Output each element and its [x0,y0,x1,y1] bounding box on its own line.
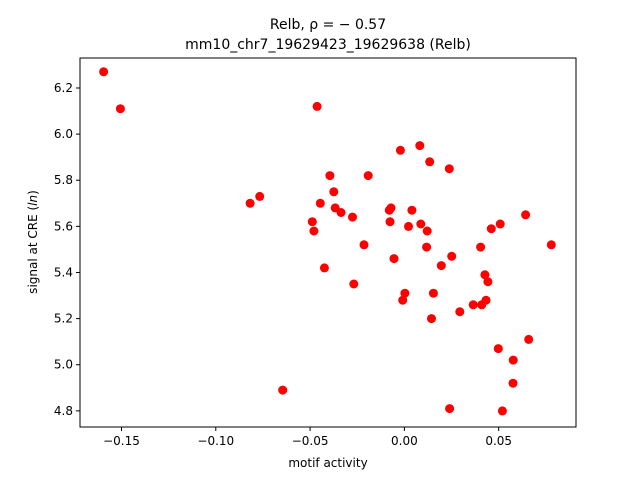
data-point-27 [309,226,319,236]
data-point-17 [336,208,346,217]
data-point-19 [348,212,357,222]
y-tick-label-3: 5.4 [54,265,73,279]
y-tick-label-2: 5.2 [54,312,73,326]
data-point-43 [468,300,478,310]
data-point-52 [445,404,455,414]
y-tick-label-7: 6.2 [54,81,73,95]
chart-title-line2: mm10_chr7_19629423_19629638 (Relb) [185,37,471,53]
data-point-41 [398,295,408,305]
data-point-3 [415,141,425,151]
data-point-32 [447,251,457,261]
data-point-48 [493,344,503,354]
data-point-39 [400,288,410,298]
data-point-20 [307,217,317,227]
data-point-28 [359,240,369,250]
data-point-9 [329,187,339,197]
data-points [99,67,556,416]
y-axis-label-end: ) [26,190,40,195]
data-point-49 [508,355,518,365]
data-point-1 [115,104,125,114]
x-tick-label-4: 0.05 [485,434,512,448]
data-point-10 [255,191,265,201]
y-tick-label-4: 5.6 [54,219,73,233]
x-tick-label-3: 0.00 [391,434,418,448]
data-point-30 [476,242,486,252]
y-tick-label-5: 5.8 [54,173,73,187]
y-axis-label: signal at CRE (ln) [26,190,40,294]
y-axis-label-italic: ln [26,195,40,206]
y-tick-label-0: 4.8 [54,404,73,418]
data-point-37 [483,277,493,287]
y-tick-label-6: 6.0 [54,127,73,141]
data-point-6 [444,164,454,174]
data-point-7 [363,171,373,181]
y-tick-label-1: 5.0 [54,358,73,372]
data-point-26 [422,226,432,236]
data-point-8 [325,171,335,181]
data-point-33 [389,254,399,264]
data-point-29 [422,242,432,252]
x-tick-label-1: −0.10 [197,434,234,448]
data-point-16 [407,205,417,215]
y-axis-label-main: signal at CRE ( [26,206,40,294]
data-point-38 [349,279,359,289]
data-point-31 [546,240,556,250]
data-point-5 [425,157,435,167]
data-point-46 [427,314,436,324]
x-tick-label-0: −0.15 [103,434,140,448]
data-point-40 [428,288,438,298]
data-point-36 [480,270,490,280]
data-point-15 [386,203,396,213]
data-point-0 [99,67,109,77]
data-point-51 [278,385,288,395]
data-point-44 [477,300,487,310]
x-axis-label: motif activity [288,456,367,470]
data-point-47 [524,334,534,344]
data-point-2 [312,101,322,111]
x-tick-label-2: −0.05 [292,434,329,448]
data-point-34 [436,261,446,271]
data-point-45 [455,307,465,317]
chart-title-line1: Relb, ρ = − 0.57 [270,17,386,33]
plot-area [80,58,576,427]
data-point-22 [416,219,426,229]
data-point-18 [521,210,531,220]
data-point-11 [315,198,325,208]
data-point-24 [404,221,413,231]
y-axis-ticks: 4.8 5.0 5.2 5.4 5.6 5.8 6.0 6.2 [54,81,80,418]
data-point-25 [486,224,496,234]
data-point-12 [245,198,255,208]
data-point-35 [319,263,329,273]
data-point-53 [497,406,507,416]
data-point-50 [508,378,518,388]
data-point-23 [495,219,505,229]
data-point-21 [385,217,395,227]
plot-frame [79,57,577,428]
data-point-4 [395,145,405,155]
x-axis-ticks: −0.15 −0.10 −0.05 0.00 0.05 [103,427,512,448]
